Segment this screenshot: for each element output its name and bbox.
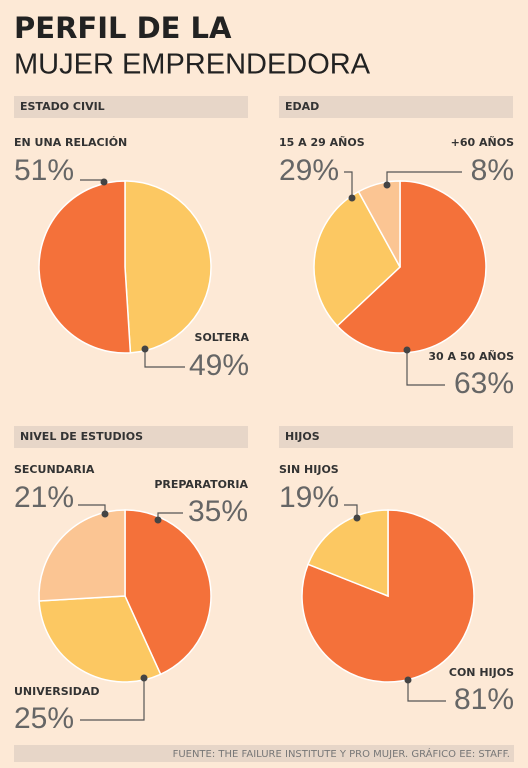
category-label: UNIVERSIDAD [14,685,100,698]
value-label: 35% [188,495,248,528]
leader-line [406,350,445,386]
leader-line [344,171,353,198]
subtitle: MUJER EMPRENDEDORA [14,49,371,81]
pie-slice [307,509,389,598]
source: FUENTE: THE FAILURE INSTITUTE Y PRO MUJE… [173,747,510,760]
value-label: 19% [279,481,339,514]
value-label: 25% [14,702,74,735]
category-label: PREPARATORIA [154,478,248,491]
value-label: 29% [279,154,339,187]
category-label: SOLTERA [195,331,250,344]
section-bar [279,96,513,118]
leader-dot [141,345,149,353]
title: PERFIL DE LA [14,11,232,45]
leader-dot [404,676,412,684]
pie-slice [357,180,401,268]
leader-dot [403,346,411,354]
source-bar [14,745,514,762]
category-label: 30 A 50 AÑOS [428,350,514,363]
leader-line [344,504,358,518]
pie-slice [336,180,487,354]
leader-dot [100,178,108,186]
value-label: 51% [14,154,74,187]
category-label: SECUNDARIA [14,463,95,476]
category-label: CON HIJOS [449,666,514,679]
value-label: 21% [14,481,74,514]
pie-slice [124,509,212,676]
leader-line [407,680,446,702]
pie-slice [38,509,126,602]
value-label: 8% [471,154,514,187]
category-label: 15 A 29 AÑOS [279,136,365,149]
leader-dot [101,510,109,518]
pie-slice [38,180,132,354]
section-bar [14,426,248,448]
leader-line [80,678,145,721]
category-label: EN UNA RELACIÓN [14,136,127,149]
pie-slice [313,190,401,327]
leader-dot [154,516,162,524]
section-title: HIJOS [285,430,320,443]
category-label: SIN HIJOS [279,463,339,476]
category-label: +60 AÑOS [451,136,514,149]
leader-line [144,349,185,368]
section-bar [279,426,513,448]
leader-dot [140,674,148,682]
pie-slice [124,180,212,354]
section-title: ESTADO CIVIL [20,100,105,113]
leader-line [386,171,462,185]
value-label: 49% [189,349,249,382]
section-bar [14,96,248,118]
section-title: NIVEL DE ESTUDIOS [20,430,143,443]
leader-dot [348,194,356,202]
section-title: EDAD [285,100,319,113]
leader-dot [383,181,391,189]
value-label: 63% [454,367,514,400]
value-label: 81% [454,683,514,716]
leader-dot [353,514,361,522]
